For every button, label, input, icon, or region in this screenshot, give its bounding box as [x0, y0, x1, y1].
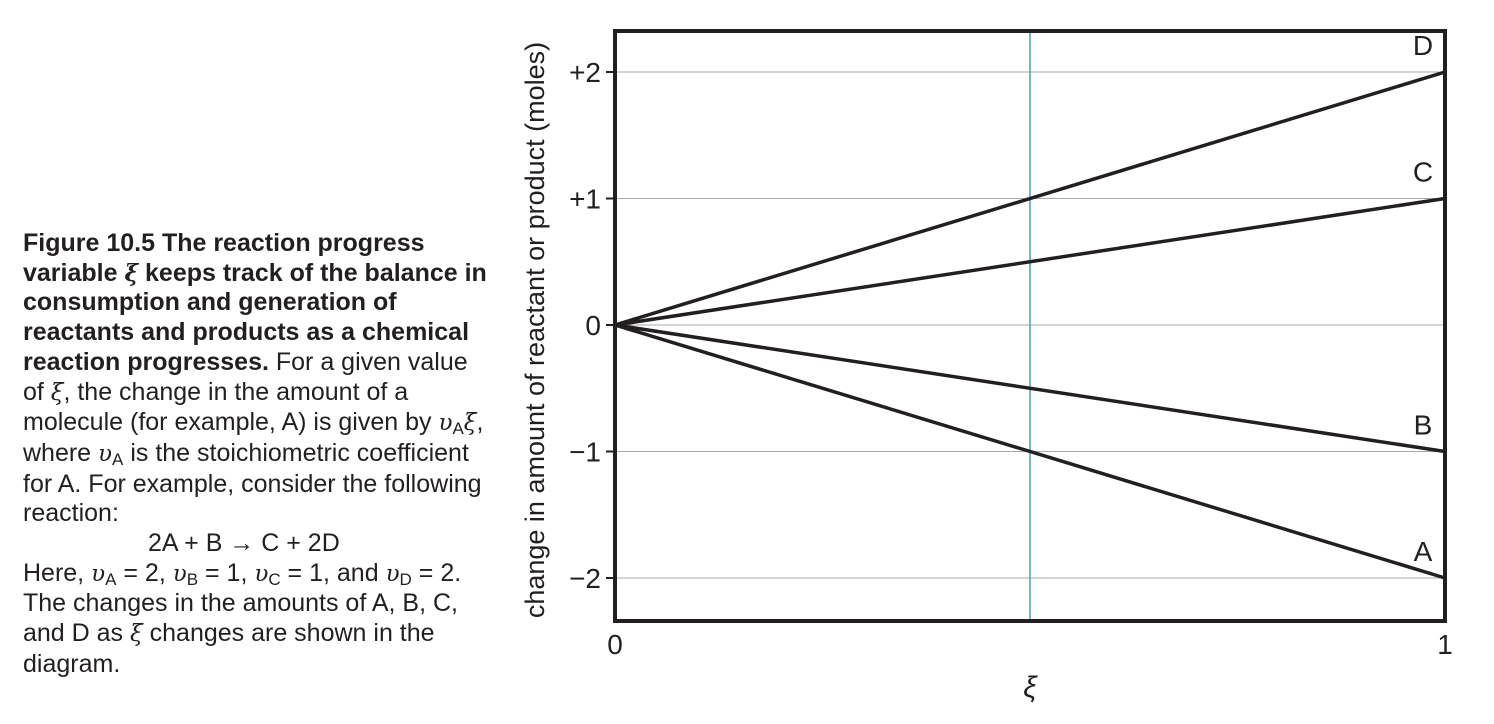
- caption-title: Figure 10.5 The reaction progress variab…: [23, 229, 487, 376]
- y-tick-label: +1: [569, 184, 601, 215]
- x-tick-label: 1: [1437, 629, 1453, 660]
- series-line-b: [614, 323, 1446, 454]
- caption-body: For a given value of ξ, the change in th…: [23, 347, 484, 528]
- plot-frame: [613, 29, 1447, 623]
- series-label-a: A: [1414, 536, 1433, 567]
- y-axis-title: change in amount of reactant or product …: [520, 42, 550, 618]
- series-line-d: [614, 70, 1446, 327]
- y-tick-label: 0: [585, 310, 601, 341]
- series-label-c: C: [1413, 157, 1433, 188]
- series-label-d: D: [1413, 30, 1433, 61]
- reaction-equation: 2A + B → C + 2D: [148, 529, 340, 558]
- x-axis-title: ξ: [1023, 671, 1038, 704]
- y-tick-label: −1: [569, 437, 601, 468]
- series-line-a: [614, 323, 1446, 580]
- figure-caption: Figure 10.5 The reaction progress variab…: [23, 229, 493, 680]
- y-tick-label: +2: [569, 57, 601, 88]
- caption-body-2: Here, υA = 2, υB = 1, υC = 1, and υD = 2…: [23, 558, 462, 678]
- series-line-c: [614, 196, 1446, 327]
- series-label-b: B: [1414, 410, 1433, 441]
- x-tick-label: 0: [607, 629, 623, 660]
- y-tick-label: −2: [569, 563, 601, 594]
